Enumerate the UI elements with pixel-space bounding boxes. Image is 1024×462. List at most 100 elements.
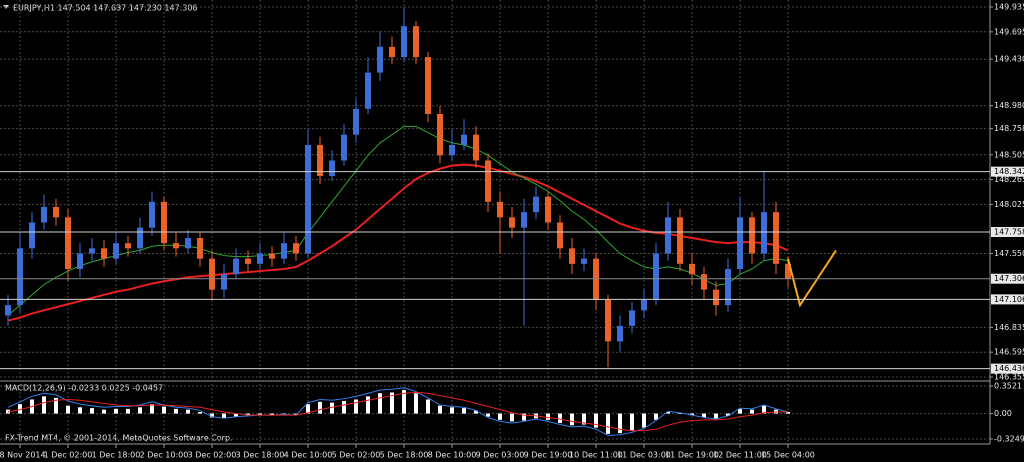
candle-body xyxy=(137,227,143,249)
y-tick-label: 149.935 xyxy=(994,3,1024,12)
candle-body xyxy=(557,222,563,249)
candle-body xyxy=(725,268,731,306)
x-tick-label: 5 Dec 18:00 xyxy=(380,451,429,460)
histogram-bar xyxy=(474,410,478,414)
histogram-bar xyxy=(294,413,298,416)
histogram-bar xyxy=(306,404,310,414)
histogram-bar xyxy=(258,413,262,416)
histogram-bar xyxy=(198,411,202,414)
histogram-bar xyxy=(126,408,130,414)
histogram-bar xyxy=(162,406,166,414)
y-tick-label: 146.835 xyxy=(994,323,1024,332)
y-tick-label: 148.025 xyxy=(994,200,1024,209)
candle-body xyxy=(365,72,371,109)
candle-body xyxy=(545,196,551,223)
histogram-bar xyxy=(618,413,622,434)
y-tick-label: 147.550 xyxy=(994,249,1024,258)
x-tick-label: 10 Dec 11:00 xyxy=(569,451,623,460)
histogram-bar xyxy=(186,409,190,414)
histogram-bar xyxy=(522,413,526,421)
candle-body xyxy=(305,144,311,254)
histogram-bar xyxy=(450,407,454,414)
candle-body xyxy=(245,258,251,264)
candle-body xyxy=(689,263,695,275)
candle-body xyxy=(101,248,107,259)
histogram-bar xyxy=(702,413,706,418)
candle-body xyxy=(317,144,323,176)
candle-body xyxy=(5,305,11,316)
candle-body xyxy=(65,217,71,269)
candle-body xyxy=(185,237,191,249)
histogram-bar xyxy=(390,392,394,414)
histogram-bar xyxy=(426,399,430,414)
level-label: 148.342 xyxy=(994,167,1024,176)
candle-body xyxy=(173,243,179,249)
y-tick-label: 146.595 xyxy=(994,348,1024,357)
level-box xyxy=(991,363,1024,374)
histogram-bar xyxy=(714,413,718,420)
moving-average xyxy=(7,163,789,322)
histogram-bar xyxy=(642,413,646,428)
x-tick-label: 3 Dec 18:00 xyxy=(236,451,285,460)
histogram-bar xyxy=(690,413,694,416)
level-box xyxy=(991,166,1024,177)
chart-title: EURJPY,H1 147.504 147.637 147.230 147.30… xyxy=(13,4,198,13)
histogram-bar xyxy=(42,396,46,414)
histogram-bar xyxy=(486,413,490,417)
histogram-bar xyxy=(666,411,670,414)
x-tick-label: 5 Dec 02:00 xyxy=(332,451,381,460)
candle-body xyxy=(449,144,455,156)
histogram-bar xyxy=(138,407,142,414)
candle-body xyxy=(425,57,431,114)
candle-body xyxy=(473,134,479,161)
candle-body xyxy=(41,206,47,223)
candle-body xyxy=(209,258,215,290)
histogram-bar xyxy=(234,413,238,417)
histogram-bar xyxy=(18,404,22,414)
candle-body xyxy=(329,160,335,176)
candle-body xyxy=(269,253,275,259)
candle-body xyxy=(677,217,683,264)
candle-body xyxy=(737,217,743,269)
candle-body xyxy=(77,253,83,269)
x-tick-label: 2 Dec 10:00 xyxy=(140,451,189,460)
candle-body xyxy=(749,217,755,254)
candle-body xyxy=(713,289,719,306)
histogram-bar xyxy=(150,404,154,414)
histogram-bar xyxy=(222,413,226,419)
candle-body xyxy=(113,243,119,259)
level-label: 146.436 xyxy=(994,364,1024,373)
candle-body xyxy=(761,212,767,254)
y-tick-label: 149.695 xyxy=(994,27,1024,36)
histogram-bar xyxy=(678,413,682,415)
candle-body xyxy=(221,274,227,290)
candle-body xyxy=(413,26,419,58)
macd-line xyxy=(7,387,789,436)
level-label: 147.758 xyxy=(994,227,1024,236)
y-tick-label: 148.265 xyxy=(994,175,1024,184)
candle-body xyxy=(281,243,287,259)
x-tick-label: 9 Dec 03:00 xyxy=(476,451,525,460)
candle-body xyxy=(581,258,587,264)
candle-body xyxy=(125,243,131,249)
histogram-bar xyxy=(318,401,322,414)
x-tick-label: 4 Dec 10:00 xyxy=(284,451,333,460)
macd-line xyxy=(7,391,788,432)
histogram-bar xyxy=(438,405,442,414)
histogram-bar xyxy=(270,413,274,416)
y-tick-label: 148.980 xyxy=(994,101,1024,110)
candle-body xyxy=(629,310,635,326)
histogram-bar xyxy=(414,393,418,414)
y-tick-label: 146.355 xyxy=(994,373,1024,382)
forecast-line xyxy=(787,249,837,308)
candle-body xyxy=(485,160,491,202)
histogram-bar xyxy=(498,413,502,420)
candle-body xyxy=(233,258,239,275)
histogram-bar xyxy=(510,413,514,422)
candle-body xyxy=(701,274,707,290)
footer: FX-Trend MT4, © 2001-2014, MetaQuotes So… xyxy=(5,434,233,443)
macd-title: MACD(12,26,9) -0.0233 0.0225 -0.0457 xyxy=(5,384,163,393)
histogram-bar xyxy=(114,408,118,414)
